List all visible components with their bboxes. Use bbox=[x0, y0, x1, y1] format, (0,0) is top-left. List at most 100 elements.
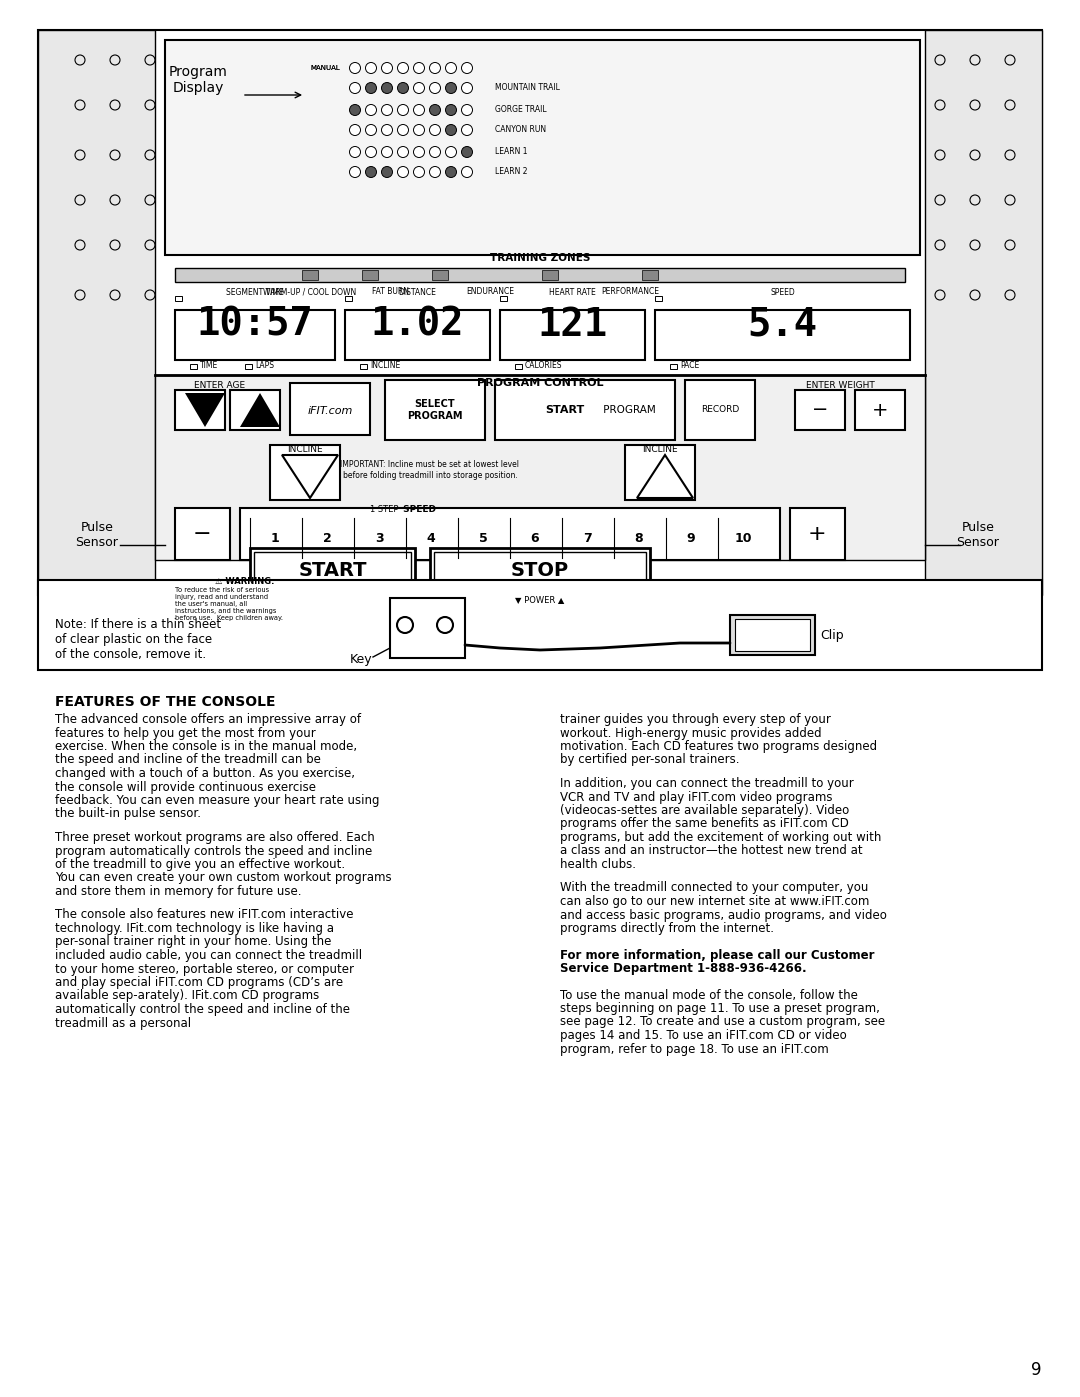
Bar bbox=[240, 509, 780, 560]
Text: HEART RATE: HEART RATE bbox=[549, 288, 596, 298]
Text: Program
Display: Program Display bbox=[168, 64, 228, 95]
Text: Three preset workout programs are also offered. Each: Three preset workout programs are also o… bbox=[55, 831, 375, 844]
Bar bbox=[175, 310, 335, 360]
Text: The console also features new iFIT.com interactive: The console also features new iFIT.com i… bbox=[55, 908, 353, 922]
Bar bbox=[249, 548, 415, 592]
Bar bbox=[390, 598, 465, 658]
Polygon shape bbox=[38, 29, 1042, 595]
Bar bbox=[254, 552, 411, 590]
Text: SPEED: SPEED bbox=[400, 506, 436, 514]
Text: 1.02: 1.02 bbox=[370, 306, 464, 344]
Text: SPEED: SPEED bbox=[770, 288, 795, 298]
Bar bbox=[855, 390, 905, 430]
Text: program, refer to page 18. To use an iFIT.com: program, refer to page 18. To use an iFI… bbox=[561, 1042, 828, 1056]
Text: CALORIES: CALORIES bbox=[525, 362, 563, 370]
Text: treadmill as a personal: treadmill as a personal bbox=[55, 1017, 191, 1030]
Text: Service Department 1-888-936-4266.: Service Department 1-888-936-4266. bbox=[561, 963, 807, 975]
Circle shape bbox=[365, 147, 377, 158]
Bar bbox=[495, 380, 675, 440]
Text: available sep-arately). IFit.com CD programs: available sep-arately). IFit.com CD prog… bbox=[55, 989, 320, 1003]
Text: The advanced console offers an impressive array of: The advanced console offers an impressiv… bbox=[55, 712, 361, 726]
Bar bbox=[291, 383, 370, 434]
Text: health clubs.: health clubs. bbox=[561, 858, 636, 870]
Text: STOP: STOP bbox=[511, 560, 569, 580]
Circle shape bbox=[381, 63, 392, 74]
Text: Pulse
Sensor: Pulse Sensor bbox=[957, 521, 999, 549]
Text: and store them in memory for future use.: and store them in memory for future use. bbox=[55, 886, 301, 898]
Text: automatically control the speed and incline of the: automatically control the speed and incl… bbox=[55, 1003, 350, 1016]
Text: 9: 9 bbox=[687, 531, 696, 545]
Text: ENDURANCE: ENDURANCE bbox=[465, 288, 514, 296]
Text: MOUNTAIN TRAIL: MOUNTAIN TRAIL bbox=[495, 84, 559, 92]
Circle shape bbox=[350, 166, 361, 177]
Text: ENTER AGE: ENTER AGE bbox=[194, 380, 245, 390]
Bar bbox=[730, 615, 815, 655]
Bar bbox=[434, 552, 646, 590]
Circle shape bbox=[430, 124, 441, 136]
Text: 5: 5 bbox=[478, 531, 487, 545]
Text: START: START bbox=[299, 560, 367, 580]
Text: INCLINE: INCLINE bbox=[643, 446, 678, 454]
Text: exercise. When the console is in the manual mode,: exercise. When the console is in the man… bbox=[55, 740, 357, 753]
Circle shape bbox=[414, 147, 424, 158]
Bar bbox=[735, 619, 810, 651]
Circle shape bbox=[430, 63, 441, 74]
Circle shape bbox=[446, 105, 457, 116]
Text: Clip: Clip bbox=[820, 629, 843, 641]
Text: program automatically controls the speed and incline: program automatically controls the speed… bbox=[55, 845, 373, 858]
Text: CANYON RUN: CANYON RUN bbox=[495, 126, 546, 134]
Bar bbox=[345, 310, 490, 360]
Text: −: − bbox=[192, 524, 212, 543]
Bar bbox=[175, 390, 225, 430]
Text: LEARN 1: LEARN 1 bbox=[495, 148, 527, 156]
Text: TRAINING ZONES: TRAINING ZONES bbox=[490, 253, 590, 263]
Bar bbox=[654, 310, 910, 360]
Circle shape bbox=[365, 82, 377, 94]
Text: To reduce the risk of serious
injury, read and understand
the user's manual, all: To reduce the risk of serious injury, re… bbox=[175, 587, 283, 622]
Text: programs offer the same benefits as iFIT.com CD: programs offer the same benefits as iFIT… bbox=[561, 817, 849, 830]
Circle shape bbox=[461, 82, 473, 94]
Bar bbox=[500, 296, 507, 300]
Text: With the treadmill connected to your computer, you: With the treadmill connected to your com… bbox=[561, 882, 868, 894]
Text: 2: 2 bbox=[323, 531, 332, 545]
Bar bbox=[642, 270, 658, 279]
Circle shape bbox=[350, 105, 361, 116]
Text: In addition, you can connect the treadmill to your: In addition, you can connect the treadmi… bbox=[561, 777, 854, 789]
Text: SEGMENT TIME: SEGMENT TIME bbox=[226, 288, 284, 298]
Text: ▼ POWER ▲: ▼ POWER ▲ bbox=[515, 595, 565, 605]
Circle shape bbox=[461, 147, 473, 158]
Polygon shape bbox=[924, 29, 1042, 595]
Bar bbox=[270, 446, 340, 500]
Text: programs directly from the internet.: programs directly from the internet. bbox=[561, 922, 774, 935]
Bar bbox=[384, 380, 485, 440]
Circle shape bbox=[414, 82, 424, 94]
Circle shape bbox=[350, 82, 361, 94]
Circle shape bbox=[461, 63, 473, 74]
Circle shape bbox=[414, 105, 424, 116]
Text: per-sonal trainer right in your home. Using the: per-sonal trainer right in your home. Us… bbox=[55, 936, 332, 949]
Bar bbox=[245, 365, 252, 369]
Circle shape bbox=[397, 82, 408, 94]
Circle shape bbox=[430, 82, 441, 94]
Circle shape bbox=[381, 105, 392, 116]
Text: You can even create your own custom workout programs: You can even create your own custom work… bbox=[55, 872, 392, 884]
Circle shape bbox=[350, 147, 361, 158]
Text: see page 12. To create and use a custom program, see: see page 12. To create and use a custom … bbox=[561, 1016, 886, 1028]
Circle shape bbox=[365, 63, 377, 74]
Bar bbox=[345, 296, 352, 300]
Text: 5.4: 5.4 bbox=[747, 306, 818, 344]
Text: To use the manual mode of the console, follow the: To use the manual mode of the console, f… bbox=[561, 989, 858, 1002]
Text: +: + bbox=[808, 524, 826, 543]
Text: 7: 7 bbox=[582, 531, 592, 545]
Text: 9: 9 bbox=[1031, 1361, 1042, 1379]
Bar bbox=[625, 446, 696, 500]
Bar bbox=[302, 270, 318, 279]
Text: workout. High-energy music provides added: workout. High-energy music provides adde… bbox=[561, 726, 822, 739]
Text: the built-in pulse sensor.: the built-in pulse sensor. bbox=[55, 807, 201, 820]
Text: 8: 8 bbox=[635, 531, 644, 545]
Circle shape bbox=[430, 105, 441, 116]
Circle shape bbox=[381, 82, 392, 94]
Text: a class and an instructor—the hottest new trend at: a class and an instructor—the hottest ne… bbox=[561, 845, 863, 858]
Text: programs, but add the excitement of working out with: programs, but add the excitement of work… bbox=[561, 831, 881, 844]
Text: 1 STEP: 1 STEP bbox=[370, 506, 399, 514]
